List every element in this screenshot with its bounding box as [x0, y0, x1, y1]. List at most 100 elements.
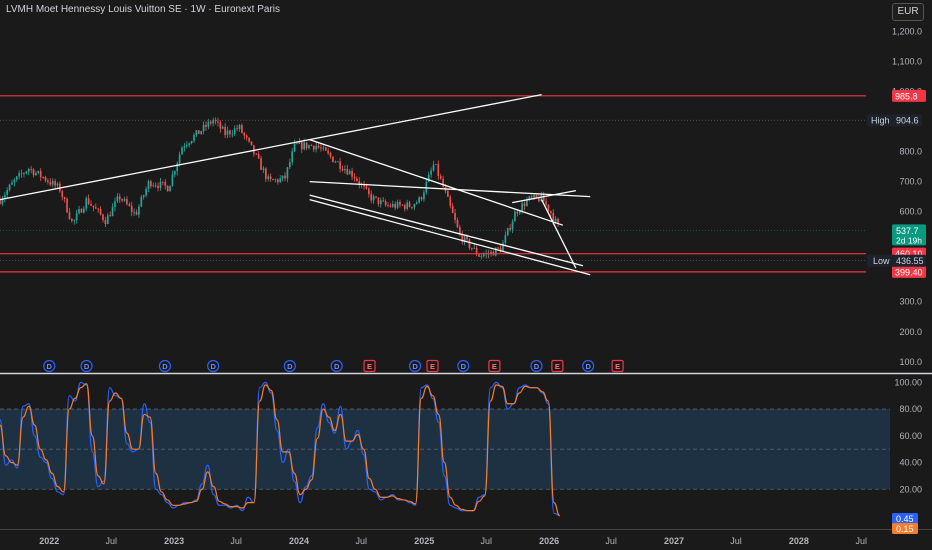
- horizontal-levels: [0, 95, 866, 273]
- trendline[interactable]: [309, 180, 591, 198]
- candle: [401, 204, 404, 206]
- candle-body: [255, 153, 258, 155]
- candle-body: [480, 255, 483, 257]
- candle-body: [542, 194, 545, 202]
- candle: [42, 176, 44, 179]
- candle: [61, 189, 64, 201]
- candle: [241, 123, 243, 134]
- candle-body: [502, 243, 504, 252]
- candle: [150, 179, 152, 189]
- candle-body: [545, 201, 547, 205]
- earnings-marker[interactable]: E: [426, 359, 439, 373]
- trendline[interactable]: [0, 93, 542, 201]
- earnings-marker-box: [363, 359, 376, 373]
- candle: [231, 130, 234, 138]
- candle: [188, 142, 191, 148]
- candle-body: [94, 207, 97, 209]
- candle-body: [250, 141, 253, 146]
- candle-body: [535, 194, 538, 198]
- candle: [154, 182, 157, 188]
- candle: [37, 170, 40, 175]
- candle-body: [435, 163, 437, 165]
- earnings-marker[interactable]: E: [363, 359, 376, 373]
- dividend-marker[interactable]: D: [43, 359, 56, 373]
- candle-body: [92, 205, 95, 208]
- candle: [8, 183, 11, 192]
- candle: [185, 141, 188, 149]
- candle-body: [372, 196, 375, 201]
- candle-body: [341, 168, 344, 171]
- earnings-marker[interactable]: E: [551, 359, 564, 373]
- candle-body: [375, 196, 377, 198]
- candle-body: [401, 204, 404, 206]
- trendline[interactable]: [309, 194, 584, 267]
- candle: [39, 168, 42, 182]
- candle: [49, 178, 52, 187]
- candle: [102, 213, 104, 223]
- event-marker-letter: E: [492, 362, 497, 371]
- dividend-marker[interactable]: D: [330, 359, 343, 373]
- candle-body: [389, 205, 392, 207]
- low-tag-bg: [867, 254, 926, 267]
- candle-body: [415, 202, 418, 205]
- candle-body: [15, 176, 18, 180]
- dividend-marker[interactable]: D: [408, 359, 422, 373]
- dividend-marker[interactable]: D: [457, 359, 470, 373]
- dividend-marker[interactable]: D: [530, 359, 543, 373]
- candle-body: [315, 145, 317, 150]
- candle-body: [193, 135, 195, 142]
- candle-body: [368, 188, 370, 194]
- candle-body: [523, 203, 526, 207]
- candle-body: [356, 178, 358, 181]
- candle-body: [23, 173, 25, 175]
- candle: [85, 196, 88, 212]
- candle-body: [257, 154, 260, 159]
- trendline[interactable]: [309, 138, 564, 226]
- trendline[interactable]: [541, 199, 577, 269]
- candle: [310, 144, 313, 147]
- candle-body: [382, 200, 385, 202]
- candle-body: [432, 164, 435, 171]
- candle-body: [461, 234, 464, 243]
- candle-body: [18, 173, 20, 177]
- candle-body: [68, 212, 71, 219]
- candle-body: [521, 203, 523, 212]
- currency-button[interactable]: EUR: [892, 3, 924, 21]
- candle: [514, 208, 516, 222]
- dividend-marker[interactable]: D: [80, 359, 93, 373]
- candles: [0, 117, 559, 260]
- candle-body: [178, 154, 181, 164]
- candle-body: [332, 156, 334, 163]
- candle-body: [516, 211, 519, 214]
- candle: [504, 231, 507, 247]
- event-marker-letter: D: [47, 362, 53, 371]
- candle: [439, 173, 442, 180]
- candle: [382, 196, 385, 203]
- dividend-marker[interactable]: D: [582, 359, 595, 373]
- candle-body: [104, 220, 107, 225]
- earnings-marker[interactable]: E: [611, 359, 624, 373]
- dividend-marker[interactable]: D: [283, 359, 296, 373]
- dividend-marker[interactable]: D: [158, 359, 172, 373]
- candle-body: [205, 124, 207, 127]
- trendline[interactable]: [512, 190, 576, 204]
- candle-body: [3, 194, 6, 200]
- candle-body: [351, 170, 353, 177]
- candle-body: [447, 191, 449, 197]
- candle: [142, 194, 145, 200]
- candle: [274, 178, 277, 183]
- earnings-marker[interactable]: E: [488, 359, 501, 373]
- candle: [260, 155, 262, 170]
- candle-body: [379, 200, 382, 205]
- candle: [20, 169, 23, 178]
- candle: [394, 201, 397, 211]
- candle-body: [329, 153, 332, 157]
- event-marker-letter: D: [534, 362, 540, 371]
- candle-body: [387, 205, 389, 206]
- candle: [80, 208, 83, 213]
- trendline[interactable]: [309, 199, 591, 276]
- candle: [30, 165, 32, 174]
- candle: [442, 175, 444, 188]
- dividend-marker[interactable]: D: [207, 359, 220, 373]
